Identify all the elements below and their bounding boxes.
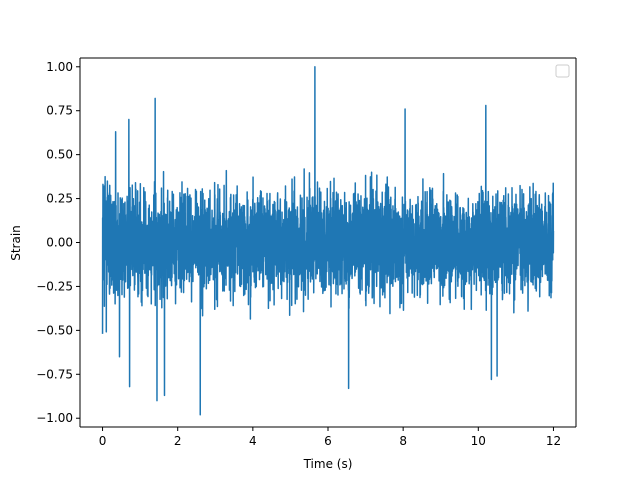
x-tick-label: 8	[399, 434, 407, 448]
y-tick-label: 0.25	[46, 192, 73, 206]
y-tick-label: −0.75	[36, 367, 73, 381]
legend-box	[555, 64, 570, 78]
x-tick-label: 2	[174, 434, 182, 448]
x-tick-label: 0	[99, 434, 107, 448]
y-tick-label: 0.50	[46, 148, 73, 162]
y-tick-label: −0.50	[36, 323, 73, 337]
x-axis-label: Time (s)	[303, 457, 353, 471]
y-tick-label: 0.00	[46, 236, 73, 250]
ticks-layer: 0 2 4 6 8 10 12 −1.00 −0.75 −0.50 −0.25 0.00 0.25 0.5…	[36, 60, 561, 448]
series-layer	[101, 66, 555, 416]
x-tick-label: 10	[471, 434, 486, 448]
y-tick-label: −1.00	[36, 411, 73, 425]
y-axis-label: Strain	[9, 225, 23, 261]
x-tick-label: 12	[546, 434, 561, 448]
y-tick-label: 1.00	[46, 60, 73, 74]
x-tick-label: 6	[324, 434, 332, 448]
x-tick-label: 4	[249, 434, 257, 448]
y-tick-label: −0.25	[36, 279, 73, 293]
y-tick-label: 0.75	[46, 104, 73, 118]
series-line-strain	[101, 66, 555, 416]
